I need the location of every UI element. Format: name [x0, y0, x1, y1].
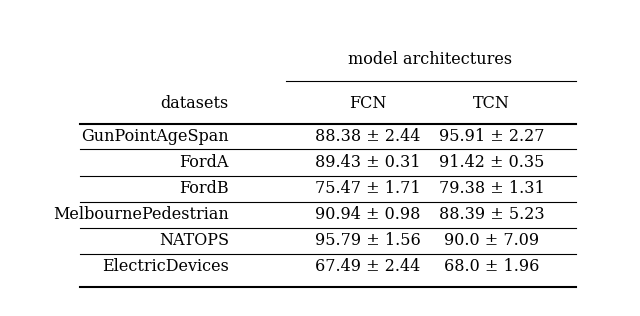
Text: model architectures: model architectures: [348, 51, 512, 68]
Text: 79.38 ± 1.31: 79.38 ± 1.31: [439, 180, 545, 197]
Text: NATOPS: NATOPS: [159, 232, 229, 249]
Text: 91.42 ± 0.35: 91.42 ± 0.35: [439, 154, 545, 171]
Text: datasets: datasets: [161, 95, 229, 112]
Text: ElectricDevices: ElectricDevices: [102, 258, 229, 275]
Text: 67.49 ± 2.44: 67.49 ± 2.44: [315, 258, 420, 275]
Text: 95.91 ± 2.27: 95.91 ± 2.27: [439, 128, 545, 145]
Text: 90.94 ± 0.98: 90.94 ± 0.98: [315, 206, 420, 223]
Text: 90.0 ± 7.09: 90.0 ± 7.09: [444, 232, 540, 249]
Text: 88.39 ± 5.23: 88.39 ± 5.23: [439, 206, 545, 223]
Text: 95.79 ± 1.56: 95.79 ± 1.56: [315, 232, 420, 249]
Text: GunPointAgeSpan: GunPointAgeSpan: [81, 128, 229, 145]
Text: MelbournePedestrian: MelbournePedestrian: [53, 206, 229, 223]
Text: FordB: FordB: [179, 180, 229, 197]
Text: 75.47 ± 1.71: 75.47 ± 1.71: [315, 180, 420, 197]
Text: 89.43 ± 0.31: 89.43 ± 0.31: [315, 154, 420, 171]
Text: FCN: FCN: [349, 95, 387, 112]
Text: 68.0 ± 1.96: 68.0 ± 1.96: [444, 258, 540, 275]
Text: FordA: FordA: [179, 154, 229, 171]
Text: 88.38 ± 2.44: 88.38 ± 2.44: [315, 128, 420, 145]
Text: TCN: TCN: [473, 95, 510, 112]
